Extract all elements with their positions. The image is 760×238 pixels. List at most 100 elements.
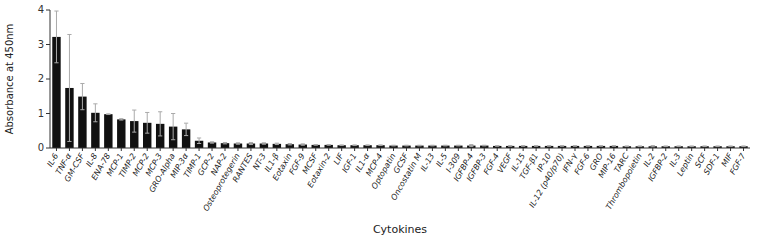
error-line <box>625 145 629 146</box>
error-line <box>599 146 603 147</box>
error-bar <box>703 145 707 147</box>
error-bar <box>93 104 97 122</box>
error-line <box>430 145 434 146</box>
bar <box>208 142 216 148</box>
error-line <box>262 142 266 143</box>
error-line <box>210 141 214 142</box>
x-tick <box>354 148 355 151</box>
error-line <box>327 144 331 145</box>
error-line <box>249 142 253 143</box>
error-line <box>262 144 266 145</box>
x-tick <box>276 148 277 151</box>
error-bar <box>482 145 486 147</box>
x-tick <box>613 148 614 151</box>
x-tick <box>743 148 744 151</box>
error-line <box>236 144 240 145</box>
error-line <box>469 144 473 145</box>
error-line <box>482 145 486 146</box>
error-line <box>534 146 538 147</box>
error-bar <box>249 142 253 144</box>
error-line <box>443 145 447 146</box>
error-line <box>80 83 84 84</box>
error-bar <box>145 112 149 133</box>
error-line <box>508 146 512 147</box>
error-bar <box>612 145 616 147</box>
error-bar <box>288 144 292 145</box>
error-bar <box>715 145 719 147</box>
error-line <box>638 146 642 147</box>
y-tick <box>46 10 50 11</box>
error-bar <box>365 144 369 146</box>
error-line <box>391 145 395 146</box>
error-line <box>378 145 382 146</box>
error-line <box>573 146 577 147</box>
error-line <box>365 144 369 145</box>
x-tick <box>704 148 705 151</box>
error-bar <box>67 34 71 141</box>
x-tick <box>250 148 251 151</box>
x-tick <box>108 148 109 151</box>
x-tick <box>380 148 381 151</box>
error-line <box>728 146 732 147</box>
x-tick <box>393 148 394 151</box>
error-bar <box>301 144 305 145</box>
error-line <box>612 145 616 146</box>
error-line <box>301 143 305 144</box>
error-bar <box>327 144 331 146</box>
bar <box>286 144 294 148</box>
y-tick-label: 0 <box>38 142 44 153</box>
x-tick <box>95 148 96 151</box>
error-line <box>288 144 292 145</box>
y-tick <box>46 113 50 114</box>
error-line <box>173 114 174 140</box>
x-tick <box>328 148 329 151</box>
error-bar <box>54 11 58 63</box>
error-line <box>521 146 525 147</box>
bar <box>273 144 281 148</box>
error-bar <box>80 83 84 109</box>
error-bar <box>521 145 525 147</box>
error-line <box>147 112 148 133</box>
error-bar <box>262 143 266 144</box>
error-line <box>664 145 668 146</box>
error-line <box>547 145 551 146</box>
x-tick <box>549 148 550 151</box>
x-tick <box>600 148 601 151</box>
x-tick <box>56 148 57 151</box>
error-bar <box>314 144 318 146</box>
error-bar <box>378 144 382 146</box>
error-bar <box>586 145 590 147</box>
x-tick <box>69 148 70 151</box>
error-bar <box>106 113 110 115</box>
x-tick <box>471 148 472 151</box>
error-line <box>404 145 408 146</box>
error-line <box>651 146 655 147</box>
bar <box>260 144 268 148</box>
error-line <box>417 145 421 146</box>
error-bar <box>677 145 681 147</box>
error-line <box>197 137 201 138</box>
x-tick <box>458 148 459 151</box>
error-line <box>54 62 58 63</box>
error-line <box>521 145 525 146</box>
error-line <box>404 145 408 146</box>
error-line <box>482 145 486 146</box>
error-line <box>223 143 227 144</box>
x-tick-label: FGF-7 <box>728 151 748 176</box>
error-line <box>106 114 110 115</box>
error-line <box>417 145 421 146</box>
y-tick-label: 1 <box>38 108 44 119</box>
error-line <box>236 142 240 143</box>
error-line <box>171 139 175 140</box>
axes: 01234IL-6TNF-αGM-CSFIL-8ENA-78MCP-1TIMP-… <box>38 4 750 213</box>
error-line <box>145 133 149 134</box>
error-line <box>378 144 382 145</box>
error-bar <box>599 145 603 147</box>
bar <box>117 119 125 148</box>
error-line <box>160 112 161 136</box>
x-tick <box>523 148 524 151</box>
x-tick <box>134 148 135 151</box>
error-line <box>715 145 719 146</box>
error-line <box>249 144 253 145</box>
x-tick <box>225 148 226 151</box>
